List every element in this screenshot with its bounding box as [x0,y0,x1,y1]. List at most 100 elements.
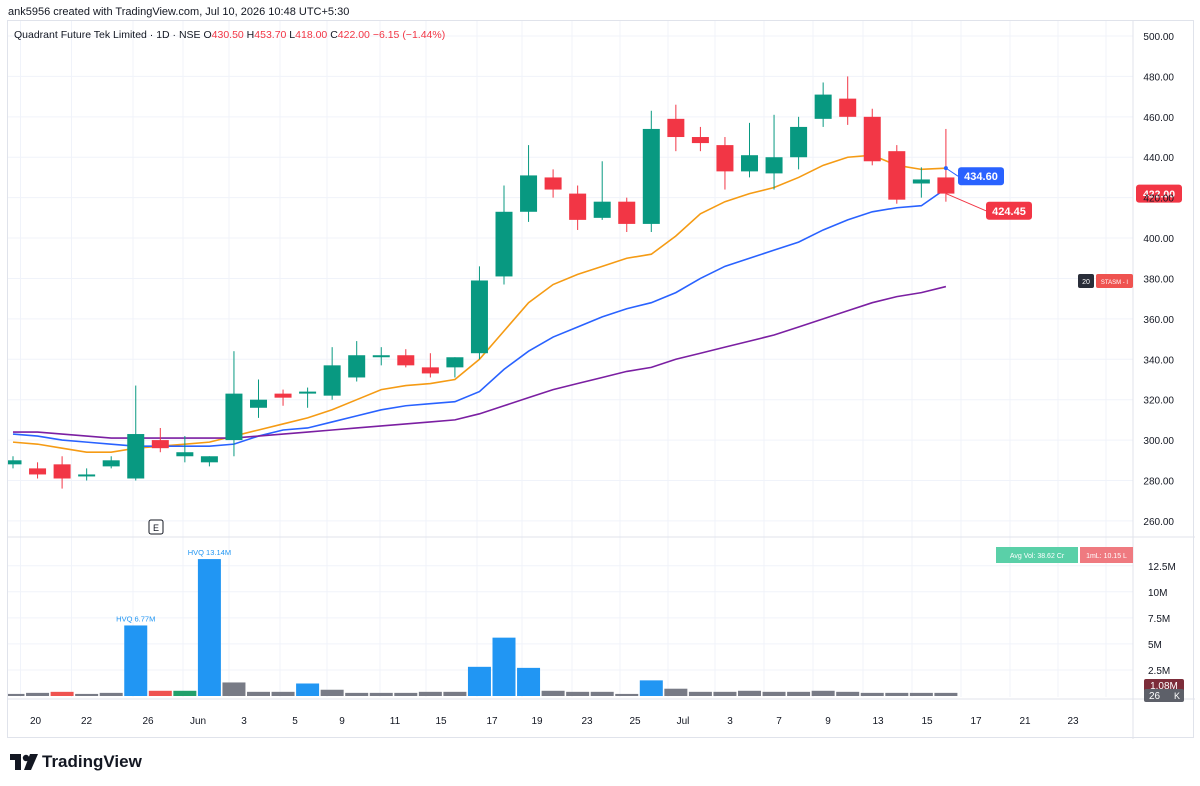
volume-bar [590,691,614,696]
stage-badge-label-bg [1096,274,1133,288]
volume-bar [148,690,172,696]
time-axis-tick: 23 [1067,716,1079,727]
volume-bar [271,691,295,696]
volume-bar [517,667,541,696]
earnings-event-label: E [153,523,159,533]
time-axis-tick: 19 [531,716,543,727]
price-axis-tick: 460.00 [1143,113,1174,124]
candle-body [348,355,366,378]
tradingview-logo[interactable]: TradingView [10,750,142,774]
candle-body [299,391,317,394]
time-axis-tick: 9 [825,716,831,727]
ema-last-dot [943,166,948,171]
volume-bar [50,691,74,696]
candle-body [937,177,955,194]
ema-label-connector [945,167,959,177]
legend-part: 453.70 [254,29,286,41]
volume-bar [836,691,860,696]
last-volume-small: 26 [1149,691,1161,702]
volume-bar [197,559,221,696]
price-axis-tick: 480.00 [1143,72,1174,83]
ema-line-3 [13,285,947,439]
volume-bar [541,690,565,696]
candle-body [176,452,194,457]
price-axis-tick: 500.00 [1143,32,1174,43]
volume-bar [296,683,320,696]
legend-part: 422.00 [338,29,373,41]
price-axis-tick: 340.00 [1143,355,1174,366]
avg-vol-badge: Avg Vol: 38.62 Cr [1010,553,1065,560]
time-axis-tick: 17 [970,716,982,727]
legend-part: Quadrant Future Tek Limited · 1D · NSE [14,29,203,41]
volume-bar [75,693,99,696]
hvq-annotation: HVQ 6.77M [116,614,155,623]
candle-body [765,157,783,174]
candle-body [888,151,906,200]
time-axis-tick: 25 [629,716,641,727]
volume-bar [909,692,933,696]
candle-body [200,456,218,463]
volume-bar [369,692,393,696]
candle-body [102,460,120,467]
time-axis-tick: 22 [81,716,93,727]
candle-body [741,155,758,172]
price-axis-tick: 260.00 [1143,517,1174,528]
time-axis-tick: 11 [390,716,401,727]
time-axis-tick: 17 [486,716,498,727]
price-axis-tick: 320.00 [1143,396,1174,407]
price-axis-tick: 440.00 [1143,153,1174,164]
volume-bar [222,682,246,696]
volume-bar [860,692,884,696]
candle-body [78,474,96,477]
candle-body [372,355,390,358]
candle-body [520,175,538,212]
volume-bar [811,690,835,696]
price-axis-tick: 400.00 [1143,234,1174,245]
volume-bar [8,693,25,696]
time-axis-tick: 13 [872,716,884,727]
candle-body [544,177,562,190]
ml-badge: 1mL: 10.15 L [1086,553,1127,560]
last-price-badge [1136,184,1182,203]
price-axis-tick: 280.00 [1143,477,1174,488]
time-axis-tick: 15 [435,716,447,727]
candle-body [29,468,47,475]
candle-body [53,464,71,479]
volume-bar [688,691,712,696]
volume-axis-tick: 12.5M [1148,562,1176,573]
volume-bar [934,692,958,696]
price-axis-tick: 380.00 [1143,274,1174,285]
time-axis-tick: 21 [1019,716,1031,727]
volume-axis-tick: 7.5M [1148,614,1170,625]
tradingview-logo-icon [10,754,38,770]
last-volume-badge-bg [1144,679,1184,692]
candle-body [716,145,734,172]
volume-axis-tick: 2.5M [1148,666,1170,677]
volume-axis-tick: 10M [1148,588,1167,599]
volume-bar [124,625,148,696]
price-axis-tick: 420.00 [1143,194,1174,205]
candle-body [446,357,464,368]
candle-body [790,126,808,158]
candle-body [618,201,636,224]
ema-mid-last-badge-text: 434.60 [964,171,998,183]
time-axis-tick: Jul [677,716,690,727]
stage-badge-num-bg [1078,274,1094,288]
volume-bar [418,691,442,696]
last-volume-badge: 1.08M [1150,681,1178,692]
stage-badge-num: 20 [1082,279,1090,286]
last-price-badge-text: 422.00 [1143,189,1175,201]
volume-bar [615,693,639,696]
candle-body [470,280,488,354]
volume-bar [762,691,786,696]
candle-body [274,393,292,398]
time-axis-tick: 9 [339,716,345,727]
price-volume-chart[interactable]: Quadrant Future Tek Limited · 1D · NSE O… [8,21,1195,739]
time-axis-tick: Jun [190,716,206,727]
time-axis-tick: 3 [727,716,733,727]
price-axis-tick: 360.00 [1143,315,1174,326]
candle-body [593,201,611,218]
volume-bar [713,691,737,696]
candle-body [421,367,439,374]
ema-mid-last-badge [958,167,1004,186]
